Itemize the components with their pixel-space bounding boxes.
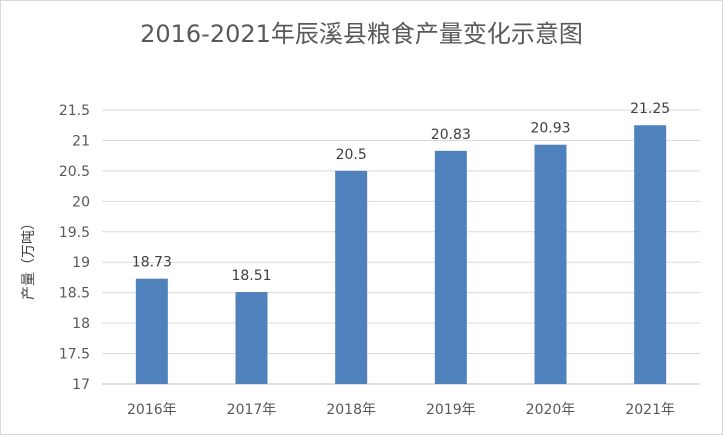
x-tick-label: 2019年 xyxy=(426,402,476,418)
data-label: 21.25 xyxy=(630,101,670,117)
x-tick-label: 2016年 xyxy=(127,402,177,418)
y-tick-label: 21 xyxy=(72,133,90,149)
bar xyxy=(534,144,567,384)
x-tick-label: 2017年 xyxy=(227,402,277,418)
data-label: 18.51 xyxy=(231,268,271,284)
bars xyxy=(135,125,667,384)
x-axis-ticks: 2016年 2017年 2018年 2019年 2020年 2021年 xyxy=(127,402,675,418)
y-tick-label: 17 xyxy=(72,377,90,393)
y-tick-label: 20 xyxy=(72,194,90,210)
y-tick-label: 18 xyxy=(72,316,90,332)
y-tick-label: 19.5 xyxy=(59,225,90,241)
bar xyxy=(235,292,268,384)
data-label: 20.5 xyxy=(336,147,367,163)
bar xyxy=(634,125,667,384)
y-tick-label: 17.5 xyxy=(59,347,90,363)
y-tick-label: 21.5 xyxy=(59,103,90,119)
x-tick-label: 2021年 xyxy=(625,402,675,418)
data-labels: 18.73 18.51 20.5 20.83 20.93 21.25 xyxy=(132,101,670,284)
data-label: 18.73 xyxy=(132,255,172,271)
y-axis-ticks: 17 17.5 18 18.5 19 19.5 20 20.5 21 21.5 xyxy=(59,103,90,393)
y-tick-label: 20.5 xyxy=(59,164,90,180)
x-tick-label: 2018年 xyxy=(326,402,376,418)
data-label: 20.83 xyxy=(431,127,471,143)
chart-title: 2016-2021年辰溪县粮食产量变化示意图 xyxy=(140,20,583,48)
gridlines xyxy=(102,109,700,385)
x-tick-label: 2020年 xyxy=(526,402,576,418)
data-label: 20.93 xyxy=(530,121,570,137)
bar xyxy=(335,170,368,384)
y-tick-label: 19 xyxy=(72,255,90,271)
bar xyxy=(434,150,467,384)
y-tick-label: 18.5 xyxy=(59,286,90,302)
bar xyxy=(135,278,168,384)
